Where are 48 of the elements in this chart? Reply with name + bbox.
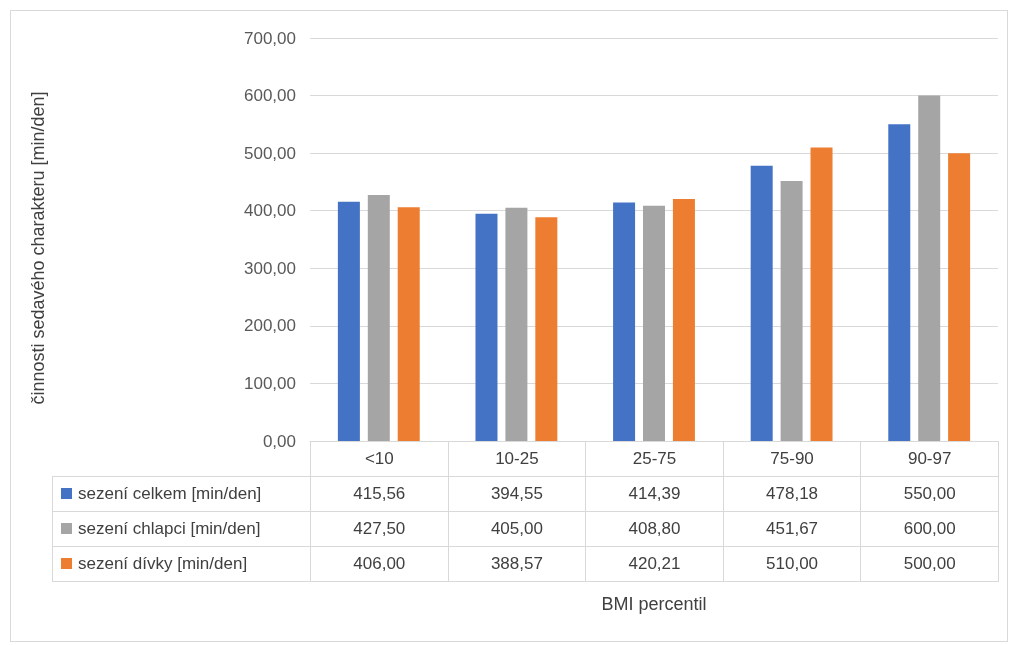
legend-label: sezení celkem [min/den] bbox=[78, 484, 262, 503]
y-tick-label: 500,00 bbox=[244, 143, 296, 163]
bar bbox=[643, 205, 665, 441]
bar bbox=[535, 217, 558, 441]
data-label: 550,00 bbox=[860, 476, 999, 512]
data-label: 427,50 bbox=[310, 511, 449, 547]
data-label: 500,00 bbox=[860, 546, 999, 582]
bar bbox=[888, 124, 911, 441]
data-label: 478,18 bbox=[723, 476, 861, 512]
data-label: 510,00 bbox=[723, 546, 861, 582]
x-tick-label: 25-75 bbox=[585, 441, 724, 477]
data-label: 405,00 bbox=[448, 511, 586, 547]
data-label: 394,55 bbox=[448, 476, 586, 512]
y-tick-label: 300,00 bbox=[244, 258, 296, 278]
y-tick-label: 400,00 bbox=[244, 201, 296, 221]
bar bbox=[672, 199, 695, 441]
y-tick-label: 700,00 bbox=[244, 28, 296, 48]
x-tick-label: 90-97 bbox=[860, 441, 999, 477]
bar bbox=[337, 201, 360, 441]
bar bbox=[367, 194, 390, 441]
data-label: 415,56 bbox=[310, 476, 449, 512]
bar bbox=[918, 95, 941, 441]
y-tick-label: 0,00 bbox=[262, 431, 296, 451]
bar bbox=[613, 202, 636, 441]
data-label: 408,80 bbox=[585, 511, 724, 547]
data-label: 388,57 bbox=[448, 546, 586, 582]
bar bbox=[810, 147, 833, 441]
y-tick-label: 200,00 bbox=[244, 316, 296, 336]
legend-label: sezení dívky [min/den] bbox=[78, 554, 248, 573]
legend-label: sezení chlapci [min/den] bbox=[78, 519, 261, 538]
bar bbox=[505, 207, 528, 441]
bar bbox=[948, 153, 971, 441]
data-label: 451,67 bbox=[723, 511, 861, 547]
x-tick-label: <10 bbox=[310, 441, 449, 477]
bar bbox=[475, 213, 498, 441]
text: činnosti sedavého charakteru [min/den] bbox=[27, 91, 49, 405]
data-label: 600,00 bbox=[860, 511, 999, 547]
x-tick-label: 75-90 bbox=[723, 441, 861, 477]
y-tick-label: 600,00 bbox=[244, 86, 296, 106]
bar bbox=[397, 207, 420, 441]
bar bbox=[780, 180, 803, 441]
data-label: 406,00 bbox=[310, 546, 449, 582]
text: BMI percentil bbox=[601, 594, 707, 615]
data-label: 420,21 bbox=[585, 546, 724, 582]
bar bbox=[750, 165, 773, 441]
data-label: 414,39 bbox=[585, 476, 724, 512]
x-tick-label: 10-25 bbox=[448, 441, 586, 477]
y-tick-label: 100,00 bbox=[244, 373, 296, 393]
